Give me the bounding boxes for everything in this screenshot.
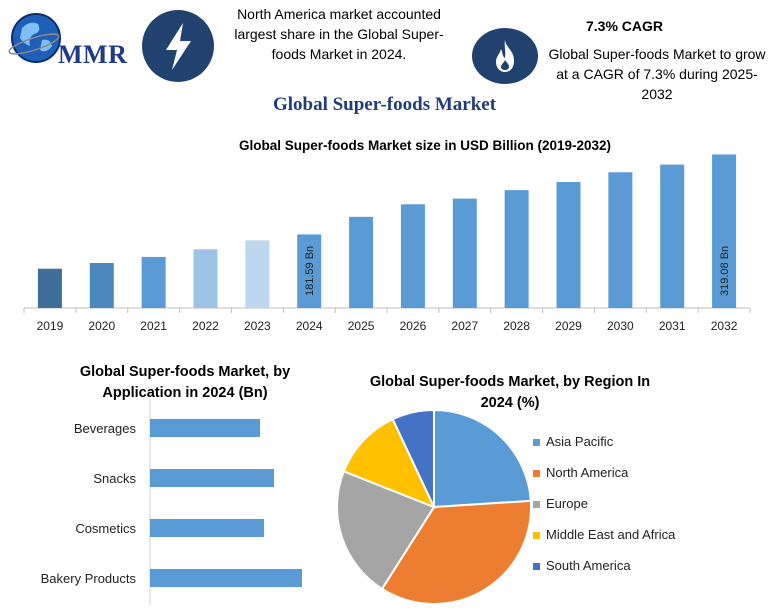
- legend-swatch: [533, 501, 540, 508]
- bar-2019: [37, 268, 62, 308]
- pie-slice-asia-pacific: [433, 408, 532, 509]
- cagr-text: Global Super-foods Market to grow at a C…: [548, 46, 766, 102]
- category-label: Beverages: [74, 421, 137, 436]
- bar-2024: [297, 234, 322, 308]
- application-bar-chart: Beverages Snacks Cosmetics Bakery Products: [41, 400, 302, 605]
- legend-label: Europe: [546, 496, 588, 511]
- bar-snacks: [150, 469, 274, 487]
- market-size-bar-chart: 2019 2020 2021 2022 2023 2024 181.59 Bn 2025 202…: [23, 154, 751, 333]
- application-chart-title: Global Super-foods Market, by Applicatio…: [79, 364, 291, 401]
- category-label: Bakery Products: [41, 571, 137, 586]
- legend-swatch: [533, 470, 540, 477]
- legend-label: North America: [546, 465, 629, 480]
- x-tick-label-2023: 2023: [244, 319, 271, 333]
- x-tick-label-2025: 2025: [348, 319, 375, 333]
- bar-beverages: [150, 419, 260, 437]
- x-tick-label-2028: 2028: [503, 319, 530, 333]
- x-tick-label-2027: 2027: [451, 319, 478, 333]
- pie-slice-north-america: [380, 499, 532, 605]
- mmr-logo: [8, 10, 136, 72]
- bar-bakery-products: [150, 569, 302, 587]
- bar-2021: [141, 256, 166, 308]
- bar-2032: [712, 154, 737, 308]
- bar-2031: [660, 164, 685, 308]
- legend-label: South America: [546, 558, 631, 573]
- header-left-text: North America market accounted largest s…: [234, 6, 444, 62]
- data-label-2032: 319.08 Bn: [719, 246, 731, 296]
- logo-text: MMR: [58, 40, 128, 69]
- x-tick-label-2020: 2020: [88, 319, 115, 333]
- x-tick-label-2030: 2030: [607, 319, 634, 333]
- region-pie-chart: Asia Pacific North America Europe Middle Ea…: [336, 408, 676, 605]
- legend-label: Middle East and Africa: [546, 527, 676, 542]
- x-tick-label-2031: 2031: [659, 319, 686, 333]
- lightning-bolt-icon: [142, 10, 214, 82]
- bar-2023: [245, 240, 270, 308]
- legend-swatch: [533, 439, 540, 446]
- cagr-title: 7.3% CAGR: [586, 18, 664, 34]
- x-tick-label-2024: 2024: [296, 319, 323, 333]
- x-tick-label-2022: 2022: [192, 319, 219, 333]
- category-label: Cosmetics: [75, 521, 136, 536]
- page-title: Global Super-foods Market: [272, 94, 497, 115]
- x-tick-label-2019: 2019: [37, 319, 64, 333]
- data-label-2024: 181.59 Bn: [304, 246, 316, 296]
- legend-label: Asia Pacific: [546, 434, 614, 449]
- flame-icon: [472, 28, 538, 84]
- x-tick-label-2029: 2029: [555, 319, 582, 333]
- bar-2025: [349, 216, 374, 308]
- pie-slice-middle-east-and-africa: [342, 417, 436, 509]
- globe-icon: [8, 13, 61, 63]
- x-tick-label-2026: 2026: [400, 319, 427, 333]
- category-label: Snacks: [93, 471, 136, 486]
- pie-slice-europe: [336, 469, 436, 591]
- legend-swatch: [533, 532, 540, 539]
- bar-2030: [608, 172, 633, 308]
- bar-2026: [400, 204, 425, 308]
- bar-2028: [504, 190, 529, 308]
- region-chart-title: Global Super-foods Market, by Region In …: [369, 374, 651, 411]
- bar-2020: [89, 263, 114, 308]
- bar-cosmetics: [150, 519, 264, 537]
- bar-2022: [193, 249, 218, 308]
- pie-slice-south-america: [391, 408, 435, 508]
- legend-swatch: [533, 563, 540, 570]
- bar-2027: [452, 198, 477, 308]
- x-tick-label-2021: 2021: [140, 319, 167, 333]
- market-size-chart-title: Global Super-foods Market size in USD Bi…: [238, 138, 612, 153]
- bar-2029: [556, 182, 581, 308]
- x-tick-label-2032: 2032: [711, 319, 738, 333]
